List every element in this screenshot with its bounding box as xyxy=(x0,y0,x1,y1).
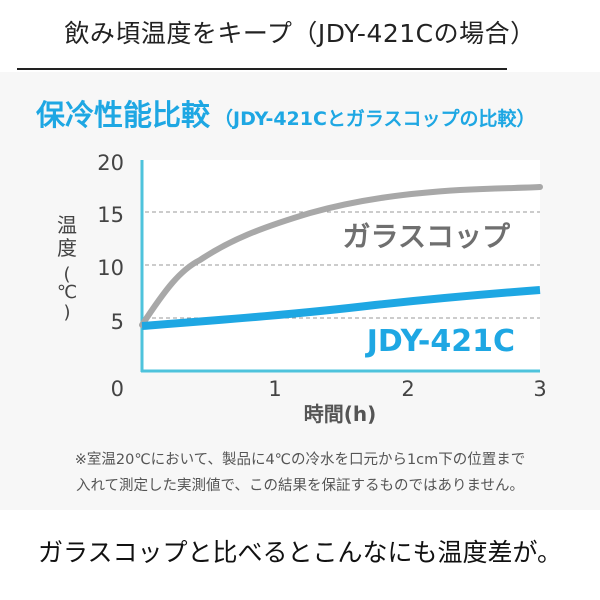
chart-title: 保冷性能比較 （JDY-421Cとガラスコップの比較） xyxy=(36,92,536,134)
svg-text:(: ( xyxy=(63,264,70,285)
svg-text:度: 度 xyxy=(57,236,77,260)
svg-text:): ) xyxy=(63,302,70,323)
y-axis-label: 温 度 ( ℃ ) xyxy=(57,213,77,323)
svg-text:15: 15 xyxy=(97,203,124,227)
chart-title-main: 保冷性能比較 xyxy=(36,98,211,132)
chart-title-sub: （JDY-421Cとガラスコップの比較） xyxy=(214,108,536,130)
svg-text:温: 温 xyxy=(57,213,77,237)
note-line-2: 入れて測定した実測値で、この結果を保証するものではありません。 xyxy=(75,478,525,494)
jdy-series-label: JDY-421C xyxy=(365,324,515,359)
series-jdy-line xyxy=(141,286,541,330)
glass-series-label: ガラスコップ xyxy=(343,220,511,253)
measurement-note: ※室温20℃において、製品に4℃の冷水を口元から1cm下の位置まで 入れて測定し… xyxy=(0,447,600,499)
svg-text:3: 3 xyxy=(533,377,546,401)
series-glass-line xyxy=(139,184,543,328)
title-divider xyxy=(17,68,507,70)
svg-text:1: 1 xyxy=(268,377,281,401)
svg-text:5: 5 xyxy=(111,310,124,334)
footer-caption: ガラスコップと比べるとこんなにも温度差が。 xyxy=(37,538,562,567)
svg-text:0: 0 xyxy=(111,377,124,401)
svg-text:10: 10 xyxy=(97,256,124,280)
note-line-1: ※室温20℃において、製品に4℃の冷水を口元から1cm下の位置まで xyxy=(74,452,526,468)
svg-text:2: 2 xyxy=(401,377,414,401)
x-axis-label: 時間(h) xyxy=(304,402,377,426)
svg-text:20: 20 xyxy=(97,151,124,175)
x-tick-labels: 1 2 3 xyxy=(268,377,546,401)
page-title: 飲み頃温度をキープ（JDY-421Cの場合） xyxy=(64,19,536,48)
y-tick-labels: 20 15 10 5 0 xyxy=(97,151,124,401)
svg-text:℃: ℃ xyxy=(57,282,77,303)
